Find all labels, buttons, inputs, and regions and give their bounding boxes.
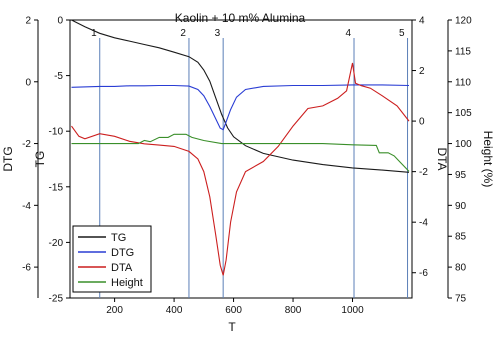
series-line-height (71, 133, 410, 172)
marker-label-4: 4 (345, 28, 351, 39)
tg-tick-label: -5 (54, 71, 63, 82)
tg-tick-label: -25 (49, 294, 64, 305)
height-tick-label: 85 (455, 232, 467, 243)
series-line-tg (71, 19, 410, 173)
dtg-tick-label: -6 (22, 263, 31, 274)
legend-label-dtg: DTG (111, 247, 134, 259)
marker-label-5: 5 (399, 28, 405, 39)
height-tick-label: 110 (455, 77, 471, 88)
height-tick-label: 105 (455, 108, 472, 119)
plot-frame (69, 19, 413, 299)
x-tick-label: 600 (225, 305, 242, 316)
dta-tick-label: 2 (419, 66, 425, 77)
series-line-dta (71, 62, 410, 276)
height-axis-label: Height (%) (481, 131, 493, 188)
dta-axis-label: DTA (435, 147, 449, 170)
height-tick-label: 120 (455, 16, 472, 27)
x-tick-label: 200 (106, 305, 123, 316)
chart-title: Kaolin + 10 m% Alumina (175, 11, 306, 25)
tg-tick-label: 0 (57, 16, 63, 27)
dtg-axis-label: DTG (1, 146, 15, 171)
height-tick-label: 80 (455, 263, 467, 274)
height-tick-label: 95 (455, 170, 467, 181)
x-tick-label: 400 (166, 305, 183, 316)
height-tick-label: 90 (455, 201, 467, 212)
x-tick-label: 1000 (341, 305, 364, 316)
dtg-tick-label: 0 (25, 77, 31, 88)
marker-label-3: 3 (215, 28, 221, 39)
dta-tick-label: -6 (419, 268, 428, 279)
dtg-tick-label: 2 (25, 16, 31, 27)
dta-tick-label: 0 (419, 117, 425, 128)
dtg-tick-label: -4 (22, 201, 31, 212)
legend-label-tg: TG (111, 232, 126, 244)
tg-axis-label: TG (33, 151, 47, 168)
dta-tick-label: -4 (419, 218, 428, 229)
height-tick-label: 75 (455, 294, 467, 305)
height-tick-label: 115 (455, 46, 471, 57)
series-line-dtg (71, 84, 410, 131)
dta-tick-label: 4 (419, 16, 425, 27)
x-axis-label: T (228, 320, 236, 334)
dta-tick-label: -2 (419, 167, 428, 178)
marker-label-1: 1 (91, 28, 97, 39)
legend-label-dta: DTA (111, 262, 133, 274)
marker-label-2: 2 (180, 28, 186, 39)
tg-tick-label: -10 (49, 127, 64, 138)
tg-tick-label: -20 (49, 238, 64, 249)
height-tick-label: 100 (455, 139, 472, 150)
dtg-tick-label: -2 (22, 139, 31, 150)
legend-label-height: Height (111, 277, 143, 289)
tg-tick-label: -15 (49, 182, 64, 193)
x-tick-label: 800 (285, 305, 302, 316)
